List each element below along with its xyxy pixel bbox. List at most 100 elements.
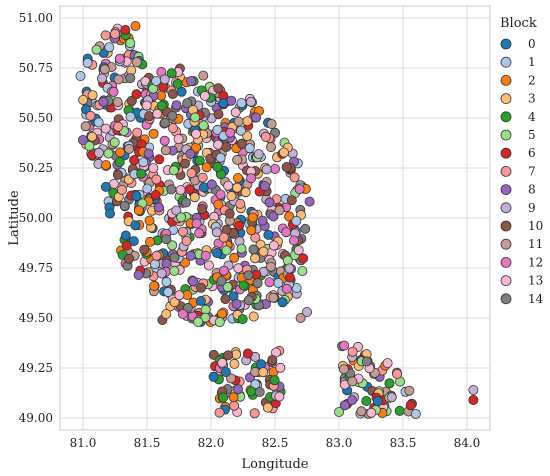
data-point	[120, 24, 131, 35]
data-point	[142, 183, 153, 194]
data-point	[85, 110, 96, 121]
data-point	[160, 145, 171, 156]
legend-marker	[500, 93, 512, 104]
data-point	[260, 131, 271, 142]
data-point	[244, 143, 255, 154]
data-point	[189, 192, 200, 203]
data-point	[191, 218, 202, 229]
data-point	[167, 110, 178, 121]
data-point	[112, 97, 123, 108]
data-point	[229, 358, 240, 369]
data-point	[156, 100, 167, 111]
data-point	[133, 269, 144, 280]
data-point	[218, 98, 229, 109]
legend-marker	[500, 275, 512, 287]
data-point	[248, 311, 259, 322]
legend-label: 14	[528, 292, 544, 306]
data-point	[230, 107, 241, 118]
data-point	[211, 227, 222, 238]
legend-label: 11	[528, 237, 543, 251]
data-point	[218, 232, 229, 243]
data-point	[161, 308, 172, 319]
data-point	[186, 168, 197, 179]
data-point	[161, 234, 172, 245]
data-point	[125, 111, 136, 122]
data-point	[215, 189, 226, 200]
data-point	[100, 181, 111, 192]
data-point	[196, 282, 207, 293]
data-point	[238, 280, 249, 291]
data-point	[82, 57, 93, 68]
data-point	[159, 117, 170, 128]
data-point	[392, 368, 403, 379]
data-point	[213, 109, 224, 120]
legend-label: 4	[528, 110, 536, 124]
data-point	[236, 243, 247, 254]
data-point	[347, 346, 358, 357]
data-point	[231, 298, 242, 309]
legend-label: 8	[528, 183, 536, 197]
data-point	[129, 155, 140, 166]
data-point	[284, 263, 295, 274]
data-point	[252, 278, 263, 289]
data-point	[167, 240, 178, 251]
y-tick-label: 50.25	[19, 161, 53, 175]
data-point	[87, 90, 98, 101]
data-point	[151, 76, 162, 87]
data-point	[91, 44, 102, 55]
data-point	[213, 199, 224, 210]
data-point	[274, 391, 285, 402]
legend-marker	[500, 111, 512, 123]
data-point	[169, 297, 180, 308]
data-point	[468, 384, 479, 395]
data-point	[261, 164, 272, 175]
data-point	[113, 74, 124, 85]
data-point	[197, 203, 208, 214]
data-point	[119, 200, 130, 211]
data-point	[213, 139, 224, 150]
data-point	[131, 191, 142, 202]
data-point	[149, 280, 160, 291]
data-point	[198, 120, 209, 131]
data-point	[161, 276, 172, 287]
data-point	[247, 212, 258, 223]
data-point	[120, 230, 131, 241]
legend-label: 0	[528, 37, 536, 51]
data-point	[250, 253, 261, 264]
data-point	[186, 76, 197, 87]
data-point	[148, 163, 159, 174]
data-point	[78, 134, 89, 145]
data-point	[117, 184, 128, 195]
data-point	[180, 197, 191, 208]
data-point	[361, 356, 372, 367]
data-point	[212, 161, 223, 172]
data-point	[193, 316, 204, 327]
data-point	[286, 195, 297, 206]
data-point	[148, 128, 159, 139]
data-point	[194, 228, 205, 239]
data-point	[94, 147, 105, 158]
legend-marker	[500, 220, 512, 232]
data-point	[80, 121, 91, 132]
data-point	[75, 71, 86, 82]
data-point	[265, 261, 276, 272]
data-point	[171, 205, 182, 216]
data-point	[184, 184, 195, 195]
data-point	[263, 229, 274, 240]
data-point	[132, 127, 143, 138]
x-axis-label: Longitude	[242, 457, 309, 472]
data-point	[208, 371, 219, 382]
data-point	[110, 28, 121, 39]
data-point	[246, 225, 257, 236]
data-point	[258, 367, 269, 378]
data-point	[293, 245, 304, 256]
data-point	[105, 208, 116, 219]
y-tick-label: 50.75	[19, 61, 53, 75]
data-point	[103, 148, 114, 159]
data-point	[139, 244, 150, 255]
data-point	[258, 246, 269, 257]
legend-marker	[500, 147, 512, 159]
data-point	[228, 392, 239, 403]
x-tick-label: 83.0	[326, 436, 353, 450]
data-point	[190, 112, 201, 123]
